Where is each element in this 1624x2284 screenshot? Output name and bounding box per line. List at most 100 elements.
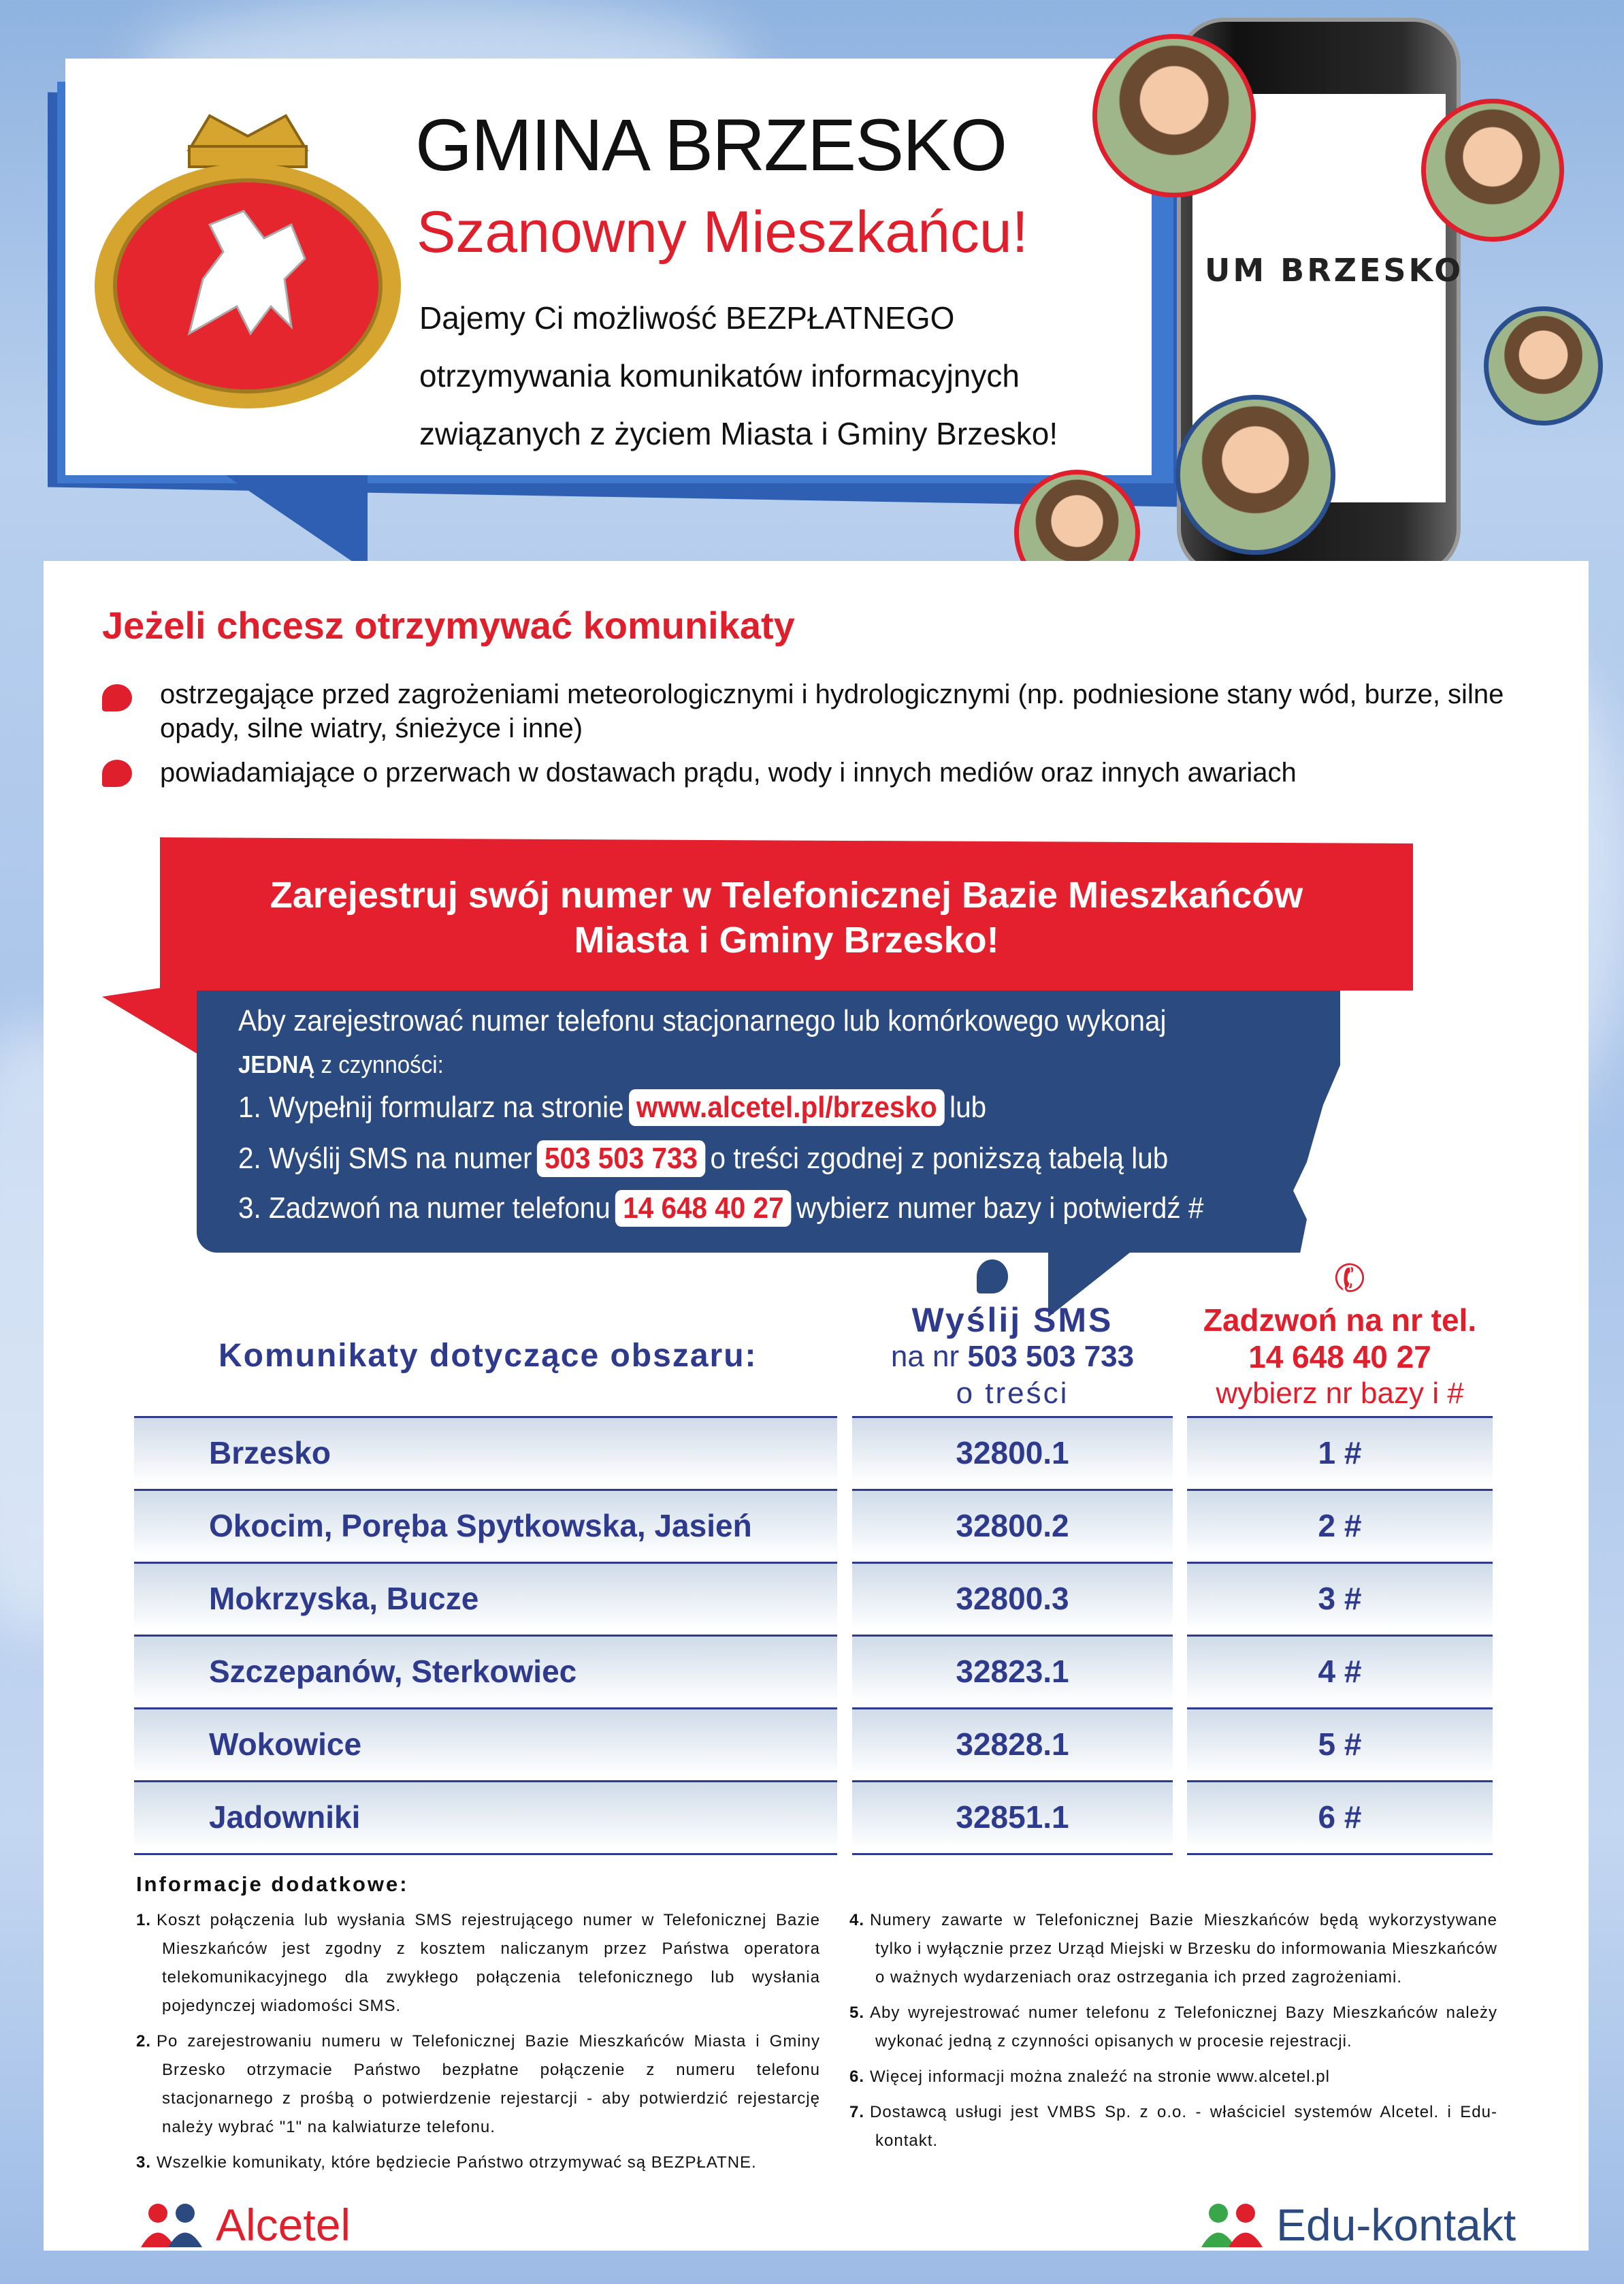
- cell-call: 4 #: [1318, 1654, 1362, 1689]
- table-row-cell: 32800.2: [852, 1489, 1173, 1557]
- info-item: 6. Więcej informacji można znaleźć na str…: [849, 2068, 1330, 2086]
- step-text: 2. Wyślij SMS na numer: [238, 1142, 532, 1175]
- intro-line: Dajemy Ci możliwość BEZPŁATNEGO: [419, 300, 955, 336]
- edu-kontakt-logo: Edu-kontakt: [1195, 2199, 1516, 2251]
- table-header-call: Zadzwoń na nr tel. 14 648 40 27 wybierz …: [1187, 1302, 1493, 1412]
- intro-rest: z czynności:: [321, 1050, 444, 1078]
- info-column-right: 4. Numery zawarte w Telefonicznej Bazie M…: [849, 1906, 1497, 2162]
- info-item: 4. Numery zawarte w Telefonicznej Bazie M…: [849, 1911, 1497, 1987]
- banner-line: Miasta i Gminy Brzesko!: [574, 920, 999, 961]
- people-icon: [1201, 2204, 1263, 2247]
- edu-kontakt-logo-text: Edu-kontakt: [1276, 2200, 1516, 2250]
- alert-item: ostrzegające przed zagrożeniami meteorol…: [160, 679, 1504, 743]
- people-icon: [141, 2204, 202, 2247]
- table-row-cell: 2 #: [1187, 1489, 1493, 1557]
- step-text: o treści zgodnej z poniższą tabelą lub: [710, 1142, 1169, 1175]
- info-item: 2. Po zarejestrowaniu numeru w Telefonicz…: [136, 2032, 820, 2136]
- avatar: [1421, 99, 1564, 242]
- registration-link[interactable]: www.alcetel.pl/brzesko: [628, 1089, 945, 1126]
- table-header-area: Komunikaty dotyczące obszaru:: [218, 1338, 758, 1374]
- info-item: 7. Dostawcą usługi jest VMBS Sp. z o.o. -…: [849, 2103, 1497, 2150]
- table-row-cell: 1 #: [1187, 1416, 1493, 1484]
- page-title: GMINA BRZESKO: [415, 103, 1007, 186]
- step-2: 2. Wyślij SMS na numer 503 503 733 o treśc…: [238, 1140, 1168, 1177]
- info-item: 3. Wszelkie komunikaty, które będziecie P…: [136, 2153, 757, 2172]
- phone-number: 14 648 40 27: [615, 1190, 792, 1227]
- sms-header-suffix: o treści: [956, 1377, 1069, 1410]
- call-header-title: Zadzwoń na nr tel.: [1203, 1302, 1477, 1338]
- cell-sms: 32800.2: [956, 1508, 1069, 1543]
- phone-screen-text: UM BRZESKO: [1205, 252, 1464, 289]
- table-row-cell: Brzesko: [134, 1416, 837, 1484]
- table-row-cell: 32851.1: [852, 1780, 1173, 1848]
- cell-area: Jadowniki: [209, 1799, 361, 1835]
- sms-bubble-icon: [977, 1259, 1008, 1293]
- sms-header-number: 503 503 733: [967, 1340, 1135, 1373]
- cell-call: 2 #: [1318, 1508, 1362, 1543]
- bullet-icon: [102, 684, 132, 711]
- alert-item: powiadamiające o przerwach w dostawach p…: [160, 758, 1297, 788]
- sms-number: 503 503 733: [536, 1140, 706, 1177]
- table-row-cell: 32800.3: [852, 1562, 1173, 1630]
- coat-of-arms-icon: [95, 114, 401, 408]
- cell-area: Mokrzyska, Bucze: [209, 1581, 479, 1616]
- table-row-cell: 4 #: [1187, 1635, 1493, 1703]
- table-row-cell: 6 #: [1187, 1780, 1493, 1848]
- alcetel-logo: Alcetel: [134, 2199, 351, 2251]
- info-heading: Informacje dodatkowe:: [136, 1872, 409, 1896]
- cell-call: 3 #: [1318, 1581, 1362, 1616]
- info-item: 1. Koszt połączenia lub wysłania SMS reje…: [136, 1911, 820, 2015]
- intro-line: otrzymywania komunikatów informacyjnych: [419, 358, 1020, 393]
- info-column-left: 1. Koszt połączenia lub wysłania SMS reje…: [136, 1906, 820, 2184]
- table-row-cell: 5 #: [1187, 1707, 1493, 1775]
- table-row-cell: Wokowice: [134, 1707, 837, 1775]
- cell-sms: 32828.1: [956, 1726, 1069, 1762]
- table-bottom-rule: [852, 1853, 1173, 1855]
- avatar: [1092, 34, 1256, 197]
- call-header-suffix: wybierz nr bazy i #: [1216, 1377, 1464, 1410]
- register-banner-text: Zarejestruj swój numer w Telefonicznej B…: [160, 873, 1413, 963]
- sms-header-title: Wyślij SMS: [911, 1301, 1114, 1339]
- alcetel-logo-text: Alcetel: [216, 2200, 351, 2250]
- info-item: 5. Aby wyrejestrować numer telefonu z Tel…: [849, 2004, 1497, 2050]
- cell-call: 6 #: [1318, 1799, 1362, 1835]
- call-header-number: 14 648 40 27: [1248, 1339, 1431, 1374]
- table-row-cell: 3 #: [1187, 1562, 1493, 1630]
- alerts-heading: Jeżeli chcesz otrzymywać komunikaty: [102, 604, 795, 647]
- table-row-cell: Jadowniki: [134, 1780, 837, 1848]
- step-text: 1. Wypełnij formularz na stronie: [238, 1091, 624, 1124]
- speech-tail: [218, 470, 368, 572]
- intro-line: związanych z życiem Miasta i Gminy Brzes…: [419, 416, 1058, 451]
- cell-sms: 32800.1: [956, 1435, 1069, 1470]
- table-row-cell: 32823.1: [852, 1635, 1173, 1703]
- sms-header-prefix: na nr: [890, 1340, 960, 1373]
- cell-sms: 32851.1: [956, 1799, 1069, 1835]
- bold-word: JEDNĄ: [238, 1050, 315, 1078]
- table-bottom-rule: [1187, 1853, 1493, 1855]
- avatar: [1175, 395, 1335, 555]
- cell-area: Okocim, Poręba Spytkowska, Jasień: [209, 1508, 752, 1543]
- bullet-icon: [102, 760, 132, 787]
- instructions-intro-2: JEDNĄ z czynności:: [238, 1050, 444, 1079]
- table-header-sms: Wyślij SMS na nr 503 503 733 o treści: [852, 1302, 1173, 1412]
- table-row-cell: Mokrzyska, Bucze: [134, 1562, 837, 1630]
- cell-sms: 32800.3: [956, 1581, 1069, 1616]
- intro-text: Dajemy Ci możliwość BEZPŁATNEGO otrzymyw…: [419, 289, 1058, 463]
- step-3: 3. Zadzwoń na numer telefonu 14 648 40 27…: [238, 1190, 1203, 1227]
- cell-area: Szczepanów, Sterkowiec: [209, 1654, 577, 1689]
- cell-area: Wokowice: [209, 1726, 362, 1762]
- register-banner: [160, 837, 1413, 991]
- cell-call: 1 #: [1318, 1435, 1362, 1470]
- step-text: 3. Zadzwoń na numer telefonu: [238, 1191, 611, 1225]
- table-row-cell: Okocim, Poręba Spytkowska, Jasień: [134, 1489, 837, 1557]
- cell-call: 5 #: [1318, 1726, 1362, 1762]
- greeting: Szanowny Mieszkańcu!: [417, 199, 1028, 265]
- banner-line: Zarejestruj swój numer w Telefonicznej B…: [270, 875, 1303, 916]
- table-row-cell: 32800.1: [852, 1416, 1173, 1484]
- cell-sms: 32823.1: [956, 1654, 1069, 1689]
- step-text: lub: [949, 1091, 987, 1124]
- table-bottom-rule: [134, 1853, 837, 1855]
- avatar: [1484, 306, 1603, 425]
- instructions-intro: Aby zarejestrować numer telefonu stacjon…: [238, 1004, 1167, 1038]
- step-text: wybierz numer bazy i potwierdź #: [796, 1191, 1204, 1225]
